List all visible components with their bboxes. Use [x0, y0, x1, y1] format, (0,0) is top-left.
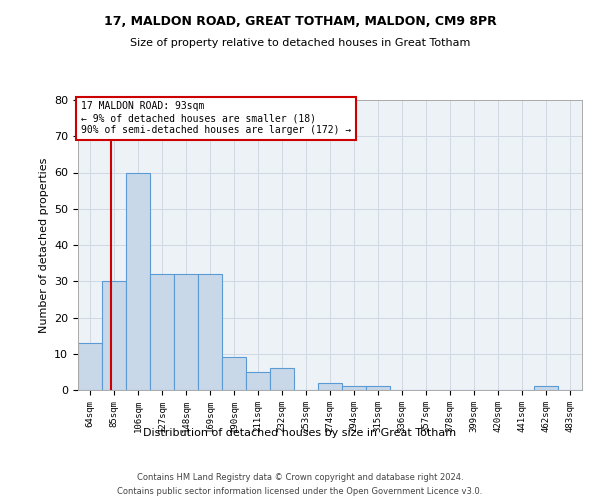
Bar: [534, 386, 558, 390]
Bar: [222, 358, 246, 390]
Bar: [126, 172, 150, 390]
Text: Distribution of detached houses by size in Great Totham: Distribution of detached houses by size …: [143, 428, 457, 438]
Text: Size of property relative to detached houses in Great Totham: Size of property relative to detached ho…: [130, 38, 470, 48]
Text: 17, MALDON ROAD, GREAT TOTHAM, MALDON, CM9 8PR: 17, MALDON ROAD, GREAT TOTHAM, MALDON, C…: [104, 15, 496, 28]
Bar: [342, 386, 366, 390]
Text: Contains HM Land Registry data © Crown copyright and database right 2024.: Contains HM Land Registry data © Crown c…: [137, 472, 463, 482]
Bar: [150, 274, 174, 390]
Bar: [318, 383, 342, 390]
Text: 17 MALDON ROAD: 93sqm
← 9% of detached houses are smaller (18)
90% of semi-detac: 17 MALDON ROAD: 93sqm ← 9% of detached h…: [80, 102, 351, 134]
Bar: [366, 386, 390, 390]
Y-axis label: Number of detached properties: Number of detached properties: [38, 158, 49, 332]
Bar: [102, 281, 126, 390]
Bar: [78, 343, 102, 390]
Text: Contains public sector information licensed under the Open Government Licence v3: Contains public sector information licen…: [118, 488, 482, 496]
Bar: [198, 274, 222, 390]
Bar: [174, 274, 198, 390]
Bar: [270, 368, 294, 390]
Bar: [246, 372, 270, 390]
